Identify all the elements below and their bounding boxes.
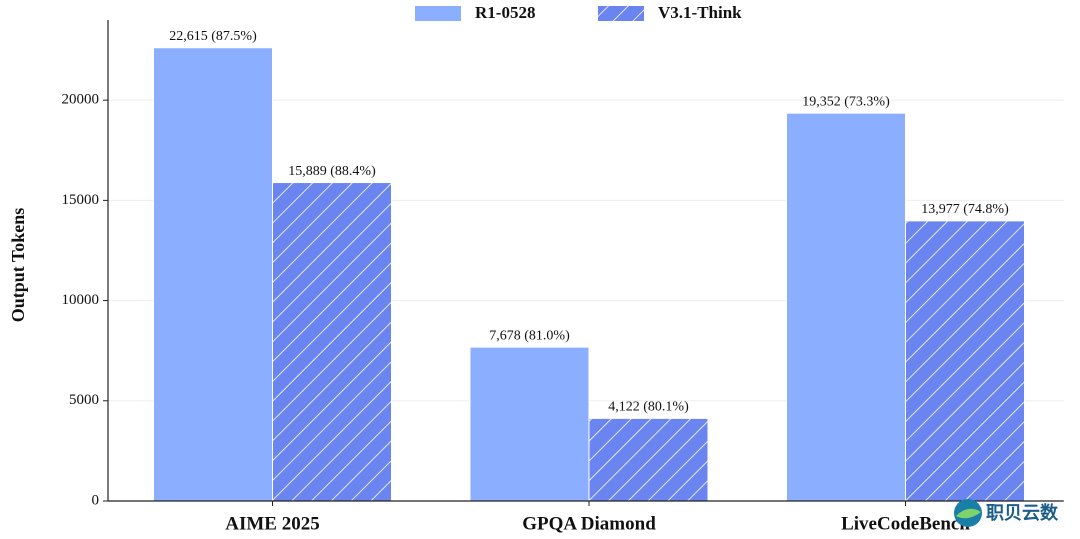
bar-hatch: [905, 220, 1025, 501]
y-tick-label: 20000: [62, 92, 100, 108]
value-label: 7,678 (81.0%): [489, 328, 570, 343]
legend-swatch: [415, 6, 461, 21]
value-label: 4,122 (80.1%): [608, 400, 689, 415]
value-label: 22,615 (87.5%): [169, 29, 257, 44]
y-tick-label: 5000: [69, 392, 99, 408]
legend-label: V3.1-Think: [658, 3, 742, 22]
bar-hatch: [589, 418, 708, 501]
bar-hatch: [272, 182, 392, 501]
bar: [786, 112, 906, 502]
watermark: 职贝云数: [954, 499, 1059, 527]
watermark-logo-leaf: [956, 508, 981, 519]
bar: [153, 47, 273, 502]
x-tick-label: GPQA Diamond: [522, 513, 656, 534]
y-axis-label: Output Tokens: [8, 208, 28, 323]
watermark-text: 职贝云数: [986, 502, 1059, 524]
legend-label: R1-0528: [475, 3, 535, 22]
x-tick-label: AIME 2025: [225, 513, 319, 534]
x-tick-label: LiveCodeBench: [841, 513, 970, 534]
y-tick-label: 10000: [62, 292, 100, 308]
y-tick-label: 0: [92, 492, 100, 508]
value-label: 15,889 (88.4%): [288, 164, 376, 179]
value-label: 19,352 (73.3%): [802, 94, 890, 109]
legend-swatch-hatch: [598, 6, 644, 21]
y-tick-label: 15000: [62, 192, 100, 208]
bar: [469, 346, 590, 502]
value-label: 13,977 (74.8%): [921, 202, 1009, 217]
